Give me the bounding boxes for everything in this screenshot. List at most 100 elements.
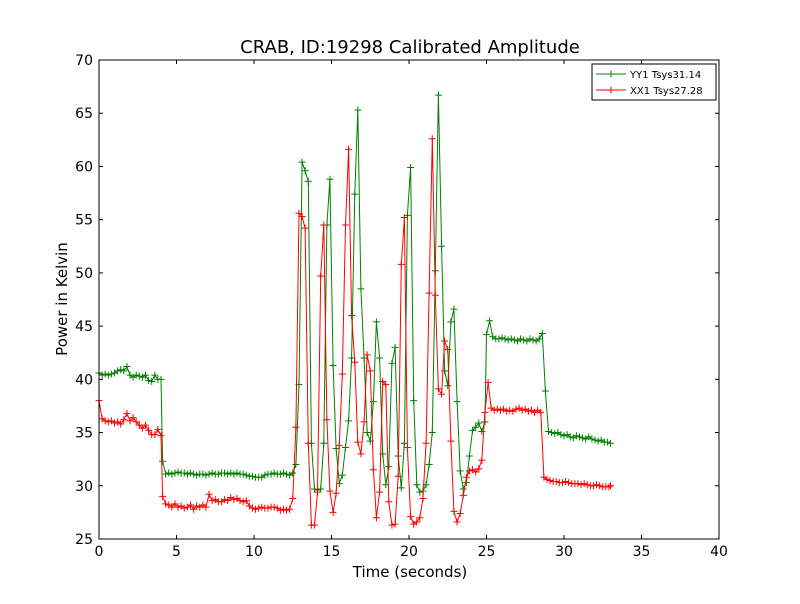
data-point-marker (579, 434, 587, 442)
data-point-marker (498, 334, 506, 342)
data-point-marker (230, 470, 238, 478)
data-point-marker (151, 371, 159, 379)
data-point-marker (205, 470, 213, 478)
data-point-marker (546, 476, 554, 484)
data-point-marker (558, 479, 566, 487)
data-point-marker (557, 431, 565, 439)
data-point-marker (221, 469, 229, 477)
data-point-marker (481, 418, 489, 426)
data-point-marker (484, 379, 492, 387)
data-point-marker (496, 406, 504, 414)
data-point-marker (329, 508, 337, 516)
data-point-marker (459, 491, 467, 499)
data-point-marker (428, 135, 436, 143)
legend-box (591, 63, 717, 101)
data-point-marker (348, 354, 356, 362)
data-point-marker (450, 305, 458, 313)
data-point-marker (486, 317, 494, 325)
data-point-marker (298, 158, 306, 166)
data-point-marker (120, 416, 128, 424)
data-point-marker (543, 475, 551, 483)
legend-marker (607, 70, 615, 78)
x-axis-label: Time (seconds) (352, 563, 468, 581)
data-point-marker (227, 469, 235, 477)
data-point-marker (416, 514, 424, 522)
x-tick-label: 15 (323, 544, 341, 560)
data-point-marker (577, 481, 585, 489)
data-point-marker (132, 371, 140, 379)
y-tick-label: 55 (75, 213, 93, 229)
data-point-marker (326, 487, 334, 495)
data-point-marker (545, 427, 552, 435)
data-point-marker (589, 482, 597, 490)
data-point-marker (379, 377, 387, 385)
data-point-marker (129, 414, 137, 422)
data-point-marker (345, 417, 353, 425)
data-point-marker (317, 485, 325, 493)
data-point-marker (142, 371, 149, 379)
data-point-marker (117, 420, 125, 428)
data-point-marker (369, 466, 377, 474)
data-point-marker (438, 242, 446, 250)
data-point-marker (171, 500, 179, 508)
data-point-marker (504, 336, 512, 344)
data-point-marker (481, 408, 489, 416)
data-point-marker (472, 423, 480, 431)
data-point-marker (332, 445, 340, 453)
data-point-marker (267, 470, 275, 478)
data-point-marker (239, 498, 247, 506)
data-point-marker (357, 450, 365, 458)
data-point-marker (320, 221, 328, 229)
data-point-marker (560, 432, 568, 440)
data-point-marker (323, 416, 331, 424)
x-tick-label: 30 (555, 544, 573, 560)
data-point-marker (607, 439, 614, 447)
data-point-marker (441, 367, 449, 375)
data-point-marker (258, 503, 266, 511)
x-tick-label: 25 (478, 544, 496, 560)
data-point-marker (224, 470, 232, 478)
y-tick-label: 30 (75, 479, 93, 495)
data-point-marker (419, 495, 427, 503)
data-point-marker (434, 385, 442, 393)
data-point-marker (551, 430, 559, 438)
data-point-marker (413, 481, 421, 489)
chart-title: CRAB, ID:19298 Calibrated Amplitude (240, 37, 580, 58)
data-point-marker (397, 484, 405, 492)
axis-ticks: 0 5 10 15 20 25 30 35 40 25 30 35 40 45 50 55 60 65 70 (75, 53, 728, 560)
data-point-marker (180, 469, 188, 477)
data-point-marker (145, 426, 153, 434)
data-point-marker (357, 285, 365, 293)
data-point-marker (583, 481, 591, 489)
legend-marker (607, 86, 615, 94)
data-point-marker (566, 433, 574, 441)
y-tick-label: 25 (75, 532, 93, 548)
data-point-marker (345, 145, 353, 153)
data-point-marker (248, 504, 256, 512)
data-point-marker (148, 377, 156, 385)
data-point-marker (413, 518, 421, 526)
data-point-marker (400, 214, 408, 222)
data-point-marker (376, 488, 384, 496)
data-point-marker (332, 489, 340, 497)
data-point-marker (510, 336, 518, 344)
data-point-marker (104, 418, 112, 426)
data-point-marker (114, 367, 122, 375)
data-point-marker (472, 468, 480, 476)
data-point-marker (283, 506, 291, 514)
data-point-marker (376, 354, 384, 362)
data-point-marker (320, 439, 328, 447)
data-point-marker (239, 470, 247, 478)
data-point-marker (151, 431, 159, 439)
y-tick-label: 65 (75, 106, 93, 122)
data-point-marker (574, 480, 582, 488)
data-point-marker (314, 488, 322, 496)
data-point-marker (444, 382, 452, 390)
data-point-marker (279, 505, 287, 513)
data-point-marker (469, 426, 477, 434)
data-point-marker (410, 397, 418, 405)
data-point-marker (441, 337, 449, 345)
data-point-marker (465, 467, 473, 475)
data-point-marker (123, 409, 131, 417)
data-point-marker (117, 366, 125, 374)
